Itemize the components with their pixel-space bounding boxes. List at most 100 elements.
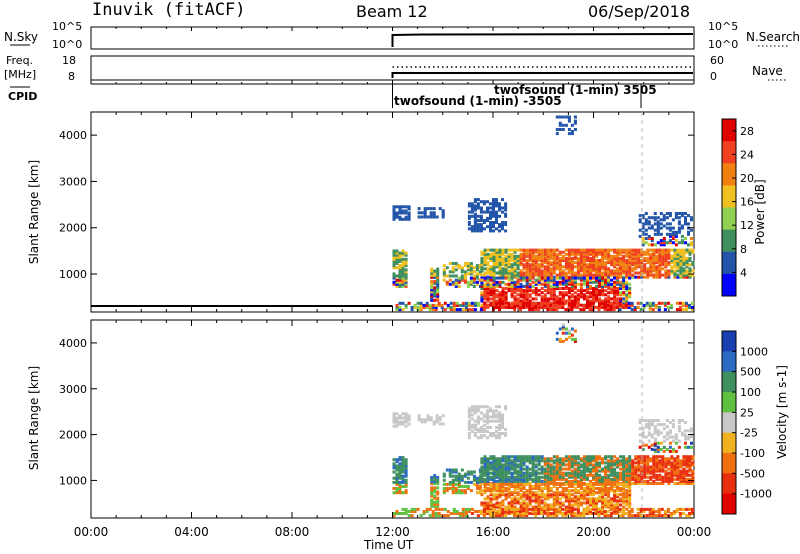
- power-cell: [483, 284, 487, 288]
- vel-cell: [622, 467, 626, 471]
- power-cell: [549, 284, 553, 288]
- power-cell: [513, 269, 517, 273]
- vel-cell: [639, 514, 643, 518]
- power-cell: [685, 275, 689, 279]
- vel-cell: [610, 479, 614, 483]
- vel-cell: [430, 480, 434, 484]
- power-cell: [436, 269, 440, 273]
- power-cell: [419, 306, 423, 309]
- vel-cell: [448, 470, 452, 474]
- vel-cell: [598, 491, 601, 495]
- power-cell: [685, 273, 689, 277]
- power-cell: [646, 271, 650, 275]
- power-cell: [656, 226, 660, 230]
- vel-cell: [582, 495, 586, 499]
- vel-cell: [589, 485, 592, 488]
- vel-cell: [432, 420, 436, 424]
- vel-cell: [618, 514, 622, 518]
- power-cell: [546, 299, 550, 303]
- power-cell: [492, 280, 496, 284]
- vel-cell: [495, 465, 499, 469]
- vel-cell: [685, 455, 689, 459]
- vel-cell: [543, 505, 547, 509]
- power-cell: [671, 226, 675, 230]
- vel-cell: [674, 435, 678, 439]
- vel-cell: [570, 473, 574, 477]
- vel-cell: [604, 482, 608, 486]
- power-cell: [652, 250, 656, 254]
- power-cell: [646, 259, 650, 262]
- vel-cell: [454, 489, 458, 493]
- vel-cell: [648, 507, 652, 511]
- power-cell: [555, 256, 559, 260]
- power-cell: [395, 308, 399, 312]
- vel-cell: [637, 467, 641, 471]
- vel-cell: [655, 457, 659, 461]
- vel-cell: [625, 507, 629, 511]
- vel-cell: [622, 509, 626, 513]
- vel-cell: [498, 489, 502, 493]
- vel-cell: [546, 463, 550, 467]
- power-cell: [525, 295, 529, 299]
- vel-cell: [558, 339, 562, 343]
- vel-cell: [395, 466, 399, 470]
- power-cell: [579, 269, 583, 273]
- power-cell: [573, 271, 577, 275]
- vel-cell: [679, 477, 683, 481]
- vel-cell: [670, 477, 674, 481]
- power-cell: [534, 306, 538, 309]
- power-cell: [576, 295, 580, 299]
- power-cell: [570, 271, 574, 275]
- vel-cell: [392, 470, 396, 474]
- power-cell: [676, 263, 680, 267]
- power-cell: [570, 295, 574, 299]
- power-cell: [513, 273, 517, 277]
- power-cell: [579, 308, 583, 312]
- power-cell: [522, 303, 526, 307]
- vel-cell: [534, 514, 538, 518]
- power-cell: [613, 254, 617, 258]
- vel-cell: [604, 457, 608, 461]
- vel-cell: [619, 477, 623, 481]
- power-cell: [482, 210, 486, 214]
- power-cell: [619, 282, 623, 286]
- power-cell: [589, 267, 592, 271]
- power-cell: [475, 282, 479, 286]
- vel-cell: [537, 499, 541, 503]
- vel-cell: [467, 423, 471, 427]
- power-cell: [668, 228, 672, 232]
- vel-cell: [649, 459, 653, 463]
- vel-cell: [549, 479, 553, 483]
- power-cell: [564, 280, 568, 284]
- power-cell: [440, 303, 444, 307]
- vel-cell: [567, 459, 571, 463]
- vel-cell: [498, 457, 502, 461]
- power-cell: [540, 256, 544, 260]
- power-cell: [622, 248, 626, 252]
- vel-cell: [433, 482, 437, 486]
- vel-cell: [667, 459, 671, 463]
- power-cell: [470, 202, 474, 206]
- vel-cell: [555, 467, 559, 471]
- power-cell: [483, 261, 487, 265]
- power-cell: [555, 301, 559, 305]
- vel-cell: [495, 512, 498, 515]
- vel-cell: [534, 473, 538, 477]
- vel-cell: [552, 512, 556, 515]
- power-cell: [677, 212, 681, 215]
- power-cell: [561, 293, 565, 297]
- power-cell: [628, 287, 632, 290]
- vel-cell: [658, 465, 662, 469]
- power-cell: [640, 267, 644, 271]
- vel-cell: [431, 512, 435, 515]
- power-cell: [534, 267, 538, 271]
- power-colorbar-segment: [722, 185, 736, 208]
- power-cell: [430, 292, 434, 296]
- power-cell: [470, 301, 474, 305]
- power-cell: [395, 259, 399, 263]
- vel-cell: [564, 463, 568, 467]
- power-cell: [591, 301, 595, 305]
- vel-cell: [498, 493, 502, 497]
- vel-cell: [410, 514, 414, 518]
